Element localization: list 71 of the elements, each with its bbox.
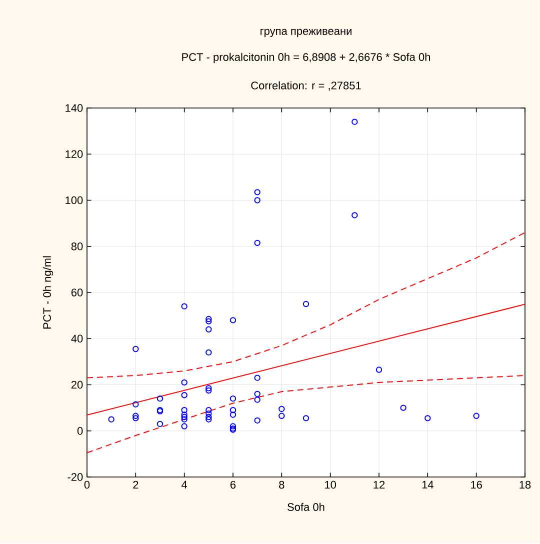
point [352,118,358,125]
point [230,395,236,402]
point [206,407,212,414]
x-tick-label: 8 [279,480,284,489]
y-tick-label: 20 [71,380,83,389]
point [254,396,260,403]
point [181,412,188,418]
point [230,317,236,324]
x-tick-label: 0 [84,480,90,489]
y-tick-label: 140 [66,104,83,112]
x-tick-label: 18 [520,480,531,489]
point [376,366,382,373]
x-tick-label: 2 [133,480,138,489]
point [206,387,212,394]
x-tick-label: 4 [182,480,188,488]
point [254,374,260,381]
point [132,415,139,422]
point [230,407,236,414]
point [206,316,212,322]
point [181,392,188,398]
y-tick-label: 60 [71,288,83,296]
point [473,412,480,419]
point [206,385,212,392]
point [156,395,164,402]
y-tick-label: 80 [71,242,83,250]
x-tick-label: 12 [374,480,385,489]
point [302,415,310,422]
point [181,379,188,386]
point [132,401,139,408]
point [206,414,212,420]
point [254,197,260,204]
point [254,189,260,196]
point [230,412,236,418]
point [206,318,212,324]
text: Correlation: r = ,27851 [251,81,361,91]
point [230,423,236,430]
point [108,416,114,422]
x-tick-label: 6 [230,480,236,489]
y-axis-title: PCT - 0h ng/ml [42,256,54,329]
point [254,240,260,246]
point [278,412,285,419]
point [181,414,188,420]
x-tick-label: 14 [422,480,434,488]
point [400,404,406,411]
x-axis-title: Sofa 0h [288,502,324,511]
point [254,390,260,398]
y-tick-label: 100 [66,196,83,204]
point [156,420,164,428]
point [206,410,212,417]
point [132,346,139,352]
point [206,416,212,422]
point [206,349,212,356]
point [206,326,212,332]
chart-subtitle: PCT - prokalcitonin 0h = 6,8908 + 2,6676 * Sofa 0h [182,52,430,64]
y-tick-label: 120 [66,150,83,158]
y-tick-label: 40 [71,334,83,343]
x-tick-label: 10 [325,480,336,489]
point [302,300,310,308]
chart-title: група преживеани [260,28,352,38]
x-tick-label: 16 [471,480,482,489]
y-tick-label: 0 [77,426,83,435]
point [181,423,188,430]
point [278,406,285,412]
point [352,212,358,218]
point [254,417,260,424]
y-tick-label: -20 [68,473,83,481]
point [181,416,188,422]
point [181,303,188,310]
point [132,412,139,419]
point [181,407,188,414]
point [424,415,431,422]
